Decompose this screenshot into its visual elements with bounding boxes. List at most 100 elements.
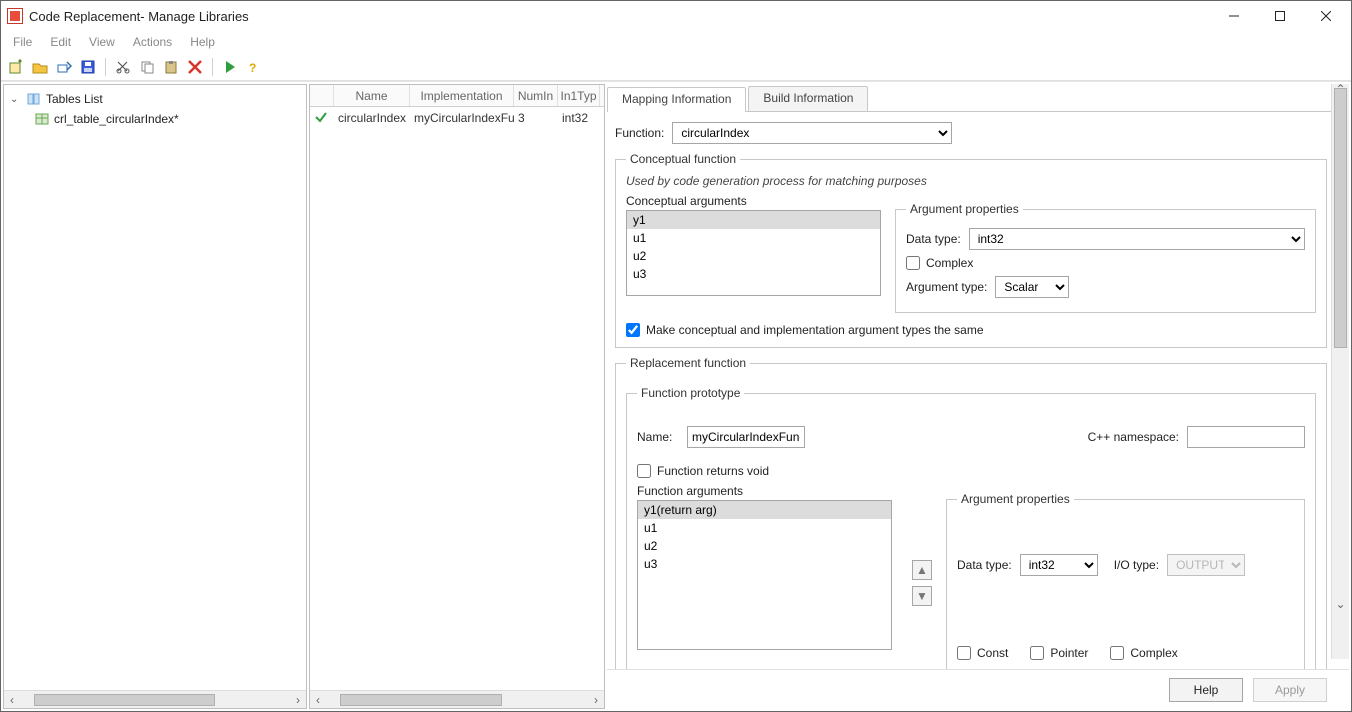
maximize-button[interactable] [1257,1,1303,31]
func-args-list[interactable]: y1(return arg) u1 u2 u3 [637,500,892,650]
datatype-select[interactable]: int32 [969,228,1305,250]
tree-hscrollbar[interactable]: ‹ › [4,690,306,708]
list-item[interactable]: y1 [627,211,880,229]
help-icon[interactable]: ? [245,58,263,76]
entries-panel: Name Implementation NumIn In1Typ circula… [309,84,605,709]
scroll-left-icon[interactable]: ‹ [310,693,326,707]
new-icon[interactable] [7,58,25,76]
argtype-select[interactable]: Scalar [995,276,1069,298]
same-types-checkbox[interactable] [626,323,640,337]
datatype2-select[interactable]: int32 [1020,554,1098,576]
returns-void-checkbox[interactable] [637,464,651,478]
list-item[interactable]: y1(return arg) [638,501,891,519]
complex-checkbox[interactable] [906,256,920,270]
menu-help[interactable]: Help [182,33,223,51]
tree-folder-icon [26,91,42,107]
row-impl: myCircularIndexFunc [410,111,514,125]
scroll-right-icon[interactable]: › [588,693,604,707]
import-icon[interactable] [55,58,73,76]
table-row[interactable]: circularIndex myCircularIndexFunc 3 int3… [310,107,604,129]
save-icon[interactable] [79,58,97,76]
returns-void-label: Function returns void [657,464,769,478]
expand-icon[interactable]: ⌄ [10,94,22,105]
cut-icon[interactable] [114,58,132,76]
scroll-left-icon[interactable]: ‹ [4,693,20,707]
col-in1[interactable]: In1Typ [558,85,600,106]
footer: Help Apply [607,669,1349,709]
complex2-checkbox[interactable] [1110,646,1124,660]
col-name[interactable]: Name [334,85,410,106]
cppns-input[interactable] [1187,426,1305,448]
tab-build[interactable]: Build Information [748,86,868,111]
content-area: ⌄ Tables List crl_table_circularIndex* ‹… [1,81,1351,711]
conceptual-args-list[interactable]: y1 u1 u2 u3 [626,210,881,296]
col-impl[interactable]: Implementation [410,85,514,106]
scroll-down-icon[interactable]: ⌄ [1332,597,1349,611]
toolbar: ? [1,53,1351,81]
const-label: Const [977,646,1008,660]
app-icon [7,8,23,24]
menu-view[interactable]: View [81,33,123,51]
tree-item[interactable]: crl_table_circularIndex* [6,109,304,129]
const-checkbox[interactable] [957,646,971,660]
copy-icon[interactable] [138,58,156,76]
argprops-legend: Argument properties [906,202,1023,216]
argprops2-fieldset: Argument properties Data type: int32 I/O… [946,492,1305,669]
scroll-thumb[interactable] [1334,88,1347,348]
list-item[interactable]: u2 [627,247,880,265]
window-controls [1211,1,1349,31]
app-window: Code Replacement- Manage Libraries File … [0,0,1352,712]
list-item[interactable]: u2 [638,537,891,555]
tab-mapping[interactable]: Mapping Information [607,87,746,112]
minimize-button[interactable] [1211,1,1257,31]
reorder-buttons: ▲ ▼ [912,560,932,669]
replacement-legend: Replacement function [626,356,750,370]
detail-vscrollbar[interactable]: ⌃ ⌄ [1331,84,1349,659]
paste-icon[interactable] [162,58,180,76]
delete-icon[interactable] [186,58,204,76]
name-input[interactable] [687,426,805,448]
menubar: File Edit View Actions Help [1,31,1351,53]
row-in1: int32 [558,111,600,125]
table-body: circularIndex myCircularIndexFunc 3 int3… [310,107,604,690]
function-select[interactable]: circularIndex [672,122,952,144]
run-icon[interactable] [221,58,239,76]
conceptual-fieldset: Conceptual function Used by code generat… [615,152,1327,348]
iotype-select: OUTPUT [1167,554,1245,576]
list-item[interactable]: u1 [627,229,880,247]
scroll-right-icon[interactable]: › [290,693,306,707]
scroll-thumb[interactable] [34,694,215,706]
function-row: Function: circularIndex [615,122,1327,144]
menu-edit[interactable]: Edit [42,33,79,51]
menu-actions[interactable]: Actions [125,33,180,51]
window-title: Code Replacement- Manage Libraries [29,9,1211,24]
list-item[interactable]: u3 [627,265,880,283]
tables-tree[interactable]: ⌄ Tables List crl_table_circularIndex* [4,85,306,690]
col-status[interactable] [310,85,334,106]
list-item[interactable]: u1 [638,519,891,537]
move-down-button[interactable]: ▼ [912,586,932,606]
tree-panel: ⌄ Tables List crl_table_circularIndex* ‹… [3,84,307,709]
col-numin[interactable]: NumIn [514,85,558,106]
move-up-button[interactable]: ▲ [912,560,932,580]
pointer-checkbox[interactable] [1030,646,1044,660]
table-hscrollbar[interactable]: ‹ › [310,690,604,708]
open-icon[interactable] [31,58,49,76]
apply-button: Apply [1253,678,1327,702]
mapping-form: Function: circularIndex Conceptual funct… [607,112,1349,669]
table-header: Name Implementation NumIn In1Typ [310,85,604,107]
datatype-label: Data type: [906,232,961,246]
close-button[interactable] [1303,1,1349,31]
scroll-thumb[interactable] [340,694,502,706]
same-types-label: Make conceptual and implementation argum… [646,323,984,337]
func-args-label: Function arguments [637,484,892,498]
tree-root[interactable]: ⌄ Tables List [6,89,304,109]
help-button[interactable]: Help [1169,678,1243,702]
detail-panel: Mapping Information Build Information Fu… [607,84,1349,709]
complex-label: Complex [926,256,973,270]
argprops2-legend: Argument properties [957,492,1074,506]
list-item[interactable]: u3 [638,555,891,573]
replacement-fieldset: Replacement function Function prototype … [615,356,1327,669]
menu-file[interactable]: File [5,33,40,51]
function-label: Function: [615,126,664,140]
